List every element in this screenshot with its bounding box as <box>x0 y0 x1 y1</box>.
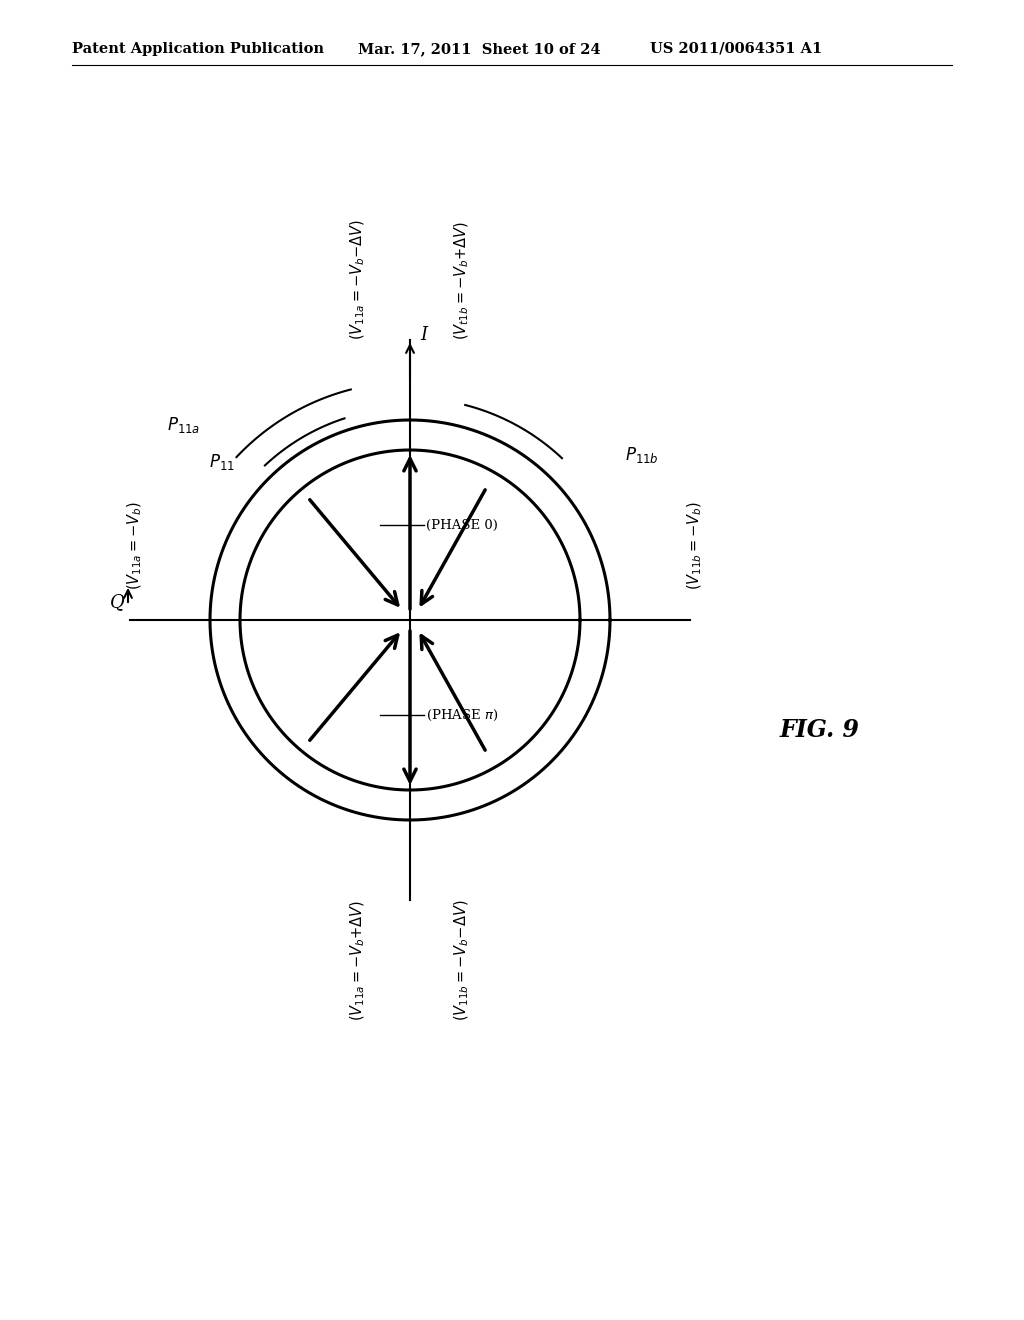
Text: (PHASE $\pi$): (PHASE $\pi$) <box>426 708 499 722</box>
Text: $P_{11b}$: $P_{11b}$ <box>625 445 658 465</box>
Text: $P_{11}$: $P_{11}$ <box>209 451 234 473</box>
Text: I: I <box>420 326 427 345</box>
Text: FIG. 9: FIG. 9 <box>780 718 860 742</box>
Text: $(V_{11a}{=}{-}V_b{-}\Delta V)$: $(V_{11a}{=}{-}V_b{-}\Delta V)$ <box>349 219 368 341</box>
Text: Q: Q <box>111 593 125 611</box>
Text: (PHASE 0): (PHASE 0) <box>426 519 498 532</box>
Text: $(V_{11a}{=}{-}V_b)$: $(V_{11a}{=}{-}V_b)$ <box>126 502 144 590</box>
Text: $P_{11a}$: $P_{11a}$ <box>167 414 200 436</box>
Text: $(V_{11b}{=}{-}V_b)$: $(V_{11b}{=}{-}V_b)$ <box>686 500 705 590</box>
Text: $(V_{t1b}{=}{-}V_b{+}\Delta V)$: $(V_{t1b}{=}{-}V_b{+}\Delta V)$ <box>453 220 471 341</box>
Text: Mar. 17, 2011  Sheet 10 of 24: Mar. 17, 2011 Sheet 10 of 24 <box>358 42 601 55</box>
Text: US 2011/0064351 A1: US 2011/0064351 A1 <box>650 42 822 55</box>
Text: $(V_{11b}{=}{-}V_b{-}\Delta V)$: $(V_{11b}{=}{-}V_b{-}\Delta V)$ <box>453 900 471 1022</box>
Text: $(V_{11a}{=}{-}V_b{+}\Delta V)$: $(V_{11a}{=}{-}V_b{+}\Delta V)$ <box>349 900 368 1022</box>
Text: Patent Application Publication: Patent Application Publication <box>72 42 324 55</box>
